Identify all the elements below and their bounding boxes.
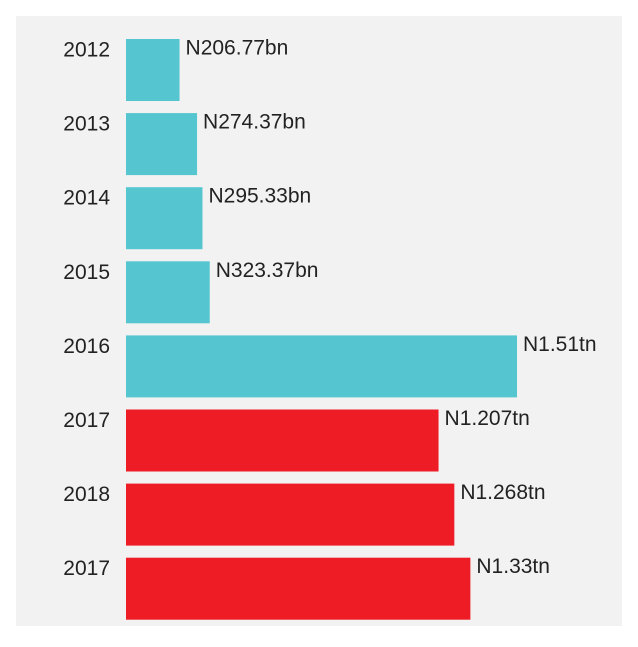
value-label: N1.207tn (445, 407, 530, 430)
category-label: 2013 (63, 113, 110, 136)
bar (126, 483, 455, 546)
bar (126, 557, 471, 620)
category-label: 2016 (63, 335, 110, 358)
category-label: 2018 (63, 483, 110, 506)
value-label: N1.268tn (460, 481, 545, 504)
category-label: 2015 (63, 261, 110, 284)
bar (126, 39, 180, 101)
bar (126, 335, 517, 398)
bar (126, 187, 203, 250)
category-label: 2017 (63, 557, 110, 580)
bar (126, 409, 439, 472)
category-label: 2014 (63, 187, 110, 210)
value-label: N1.33tn (476, 555, 550, 578)
value-label: N295.33bn (208, 185, 311, 208)
value-label: N206.77bn (186, 37, 289, 60)
category-label: 2012 (63, 39, 110, 62)
bar (126, 113, 198, 176)
value-label: N323.37bn (216, 259, 319, 282)
bar (126, 261, 210, 324)
value-label: N274.37bn (203, 111, 306, 134)
value-label: N1.51tn (523, 333, 597, 356)
category-label: 2017 (63, 409, 110, 432)
